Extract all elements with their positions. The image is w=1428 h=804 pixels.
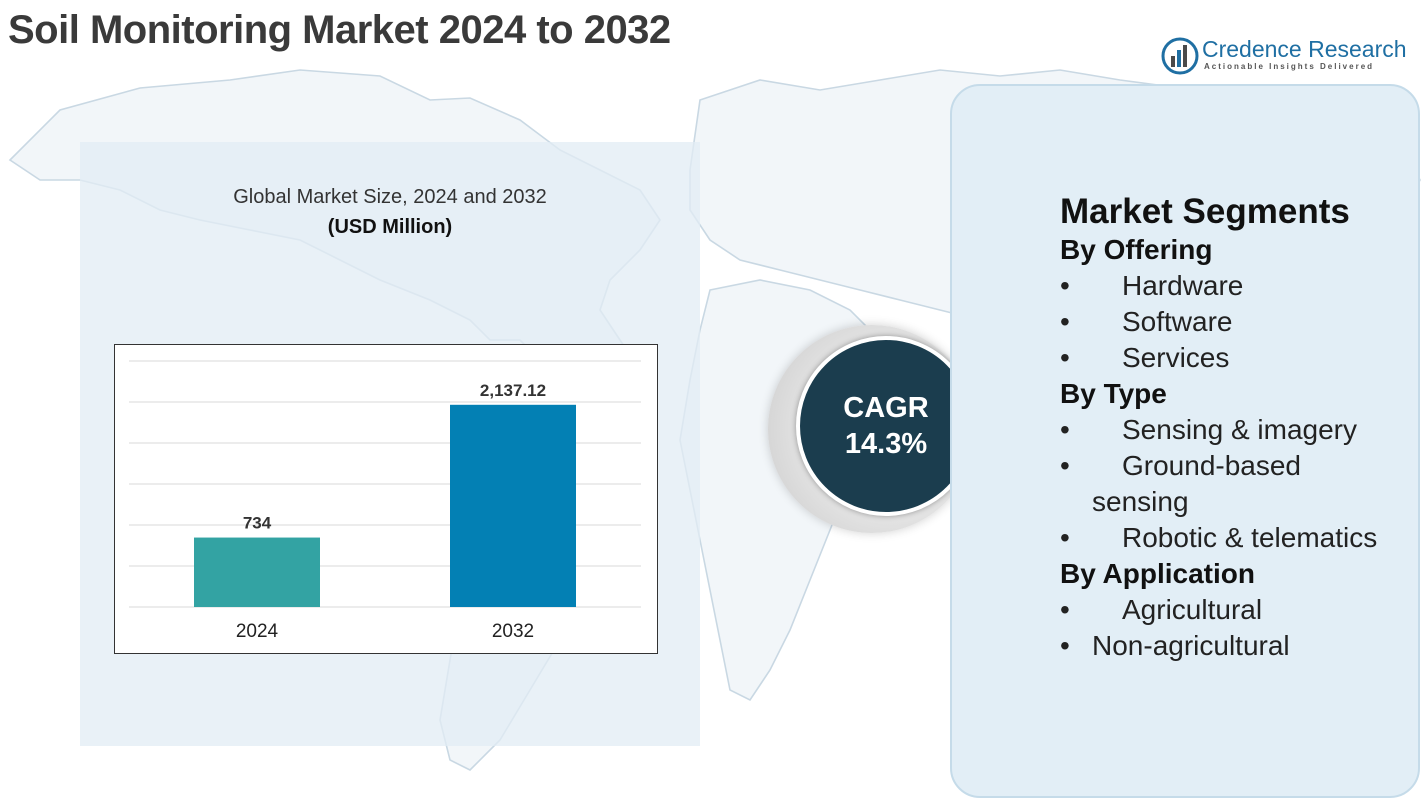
bar-chart-logo-icon — [1161, 37, 1199, 75]
segment-item: • Sensing & imagery — [1060, 412, 1400, 448]
x-tick-label-2032: 2032 — [492, 621, 534, 642]
segment-item-label: Sensing & imagery — [1122, 414, 1358, 445]
market-segments-panel — [950, 84, 1420, 798]
bullet-icon: • — [1060, 450, 1070, 481]
cagr-value: 14.3% — [844, 428, 928, 460]
bar-chart: 734 2024 2,137.12 2032 — [114, 344, 658, 654]
segment-item-label: Robotic & telematics — [1122, 522, 1378, 553]
segment-item-label: Hardware — [1122, 270, 1244, 301]
segment-item: • Hardware — [1060, 268, 1400, 304]
cagr-label: CAGR — [843, 392, 929, 424]
bullet-icon: • — [1060, 270, 1070, 301]
bar-2032 — [450, 404, 576, 607]
bullet-icon: • — [1060, 306, 1070, 337]
segment-heading-application: By Application — [1060, 558, 1255, 589]
chart-units: (USD Million) — [327, 216, 453, 238]
segment-item: • Non-agricultural — [1060, 628, 1400, 664]
segments-list: By Offering • Hardware • Software • Service… — [1060, 232, 1400, 664]
bullet-icon: • — [1060, 522, 1070, 553]
page-title: Soil Monitoring Market 2024 to 2032 — [8, 8, 671, 52]
bar-chart-svg: 734 2024 2,137.12 2032 — [129, 360, 641, 642]
cagr-badge: CAGR 14.3% — [796, 336, 976, 516]
segment-item: • Agricultural — [1060, 592, 1400, 628]
segment-item-label: Ground-based sensing — [1092, 450, 1302, 517]
segment-item: • Services — [1060, 340, 1400, 376]
x-tick-label-2024: 2024 — [236, 621, 279, 642]
bullet-icon: • — [1060, 630, 1070, 661]
segment-item-label: Services — [1122, 342, 1230, 373]
credence-research-logo: Credence Research Actionable Insights De… — [1160, 36, 1407, 76]
market-segments-title: Market Segments — [1060, 192, 1350, 231]
bar-2024 — [194, 537, 320, 607]
chart-title: Global Market Size, 2024 and 2032 — [233, 186, 547, 208]
segment-item-label: Agricultural — [1122, 594, 1263, 625]
segment-item: • Ground-based sensing — [1060, 448, 1400, 520]
segment-item-label: Software — [1122, 306, 1233, 337]
logo-tagline: Actionable Insights Delivered — [1204, 62, 1375, 71]
data-label-2024: 734 — [243, 514, 272, 533]
bullet-icon: • — [1060, 594, 1070, 625]
segment-heading-offering: By Offering — [1060, 234, 1213, 265]
data-label-2032: 2,137.12 — [480, 381, 546, 400]
bullet-icon: • — [1060, 414, 1070, 445]
logo-name: Credence Research — [1202, 36, 1407, 62]
segment-item: • Robotic & telematics — [1060, 520, 1400, 556]
segment-item: • Software — [1060, 304, 1400, 340]
segment-item-label: Non-agricultural — [1092, 630, 1290, 661]
bullet-icon: • — [1060, 342, 1070, 373]
segment-heading-type: By Type — [1060, 378, 1167, 409]
